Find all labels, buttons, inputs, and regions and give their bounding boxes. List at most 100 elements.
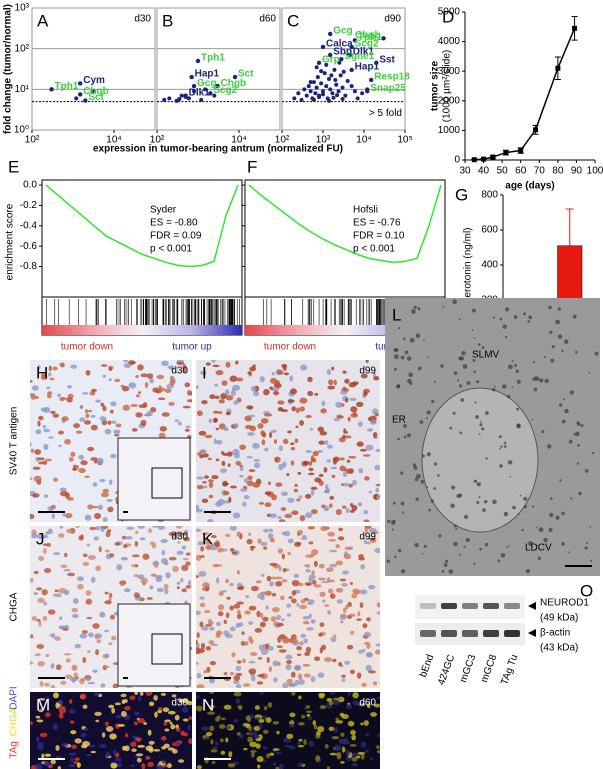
cell — [293, 488, 299, 493]
granule — [577, 444, 580, 447]
cell — [43, 443, 49, 450]
cell — [345, 749, 351, 756]
x-axis-label: expression in tumor-bearing antrum (norm… — [93, 144, 343, 155]
cell — [95, 649, 100, 656]
labeled-point — [208, 91, 213, 96]
cell — [291, 692, 296, 696]
cell — [233, 675, 241, 681]
band — [462, 603, 478, 609]
gene-label: Grp — [322, 54, 340, 65]
cell — [82, 741, 91, 747]
stats-annotation: p < 0.001 — [150, 244, 192, 255]
cell — [366, 541, 371, 545]
cell — [235, 672, 243, 677]
cell — [79, 417, 86, 422]
cell — [74, 757, 80, 761]
cell — [99, 611, 106, 618]
cell — [257, 538, 262, 544]
granule — [479, 547, 483, 551]
granule — [438, 534, 442, 538]
cell — [373, 681, 378, 686]
cell — [200, 642, 206, 650]
cell — [230, 390, 236, 396]
y-tick-label: 400 — [481, 260, 498, 271]
cell — [363, 631, 372, 638]
cell — [207, 620, 214, 626]
cell — [269, 562, 278, 567]
cell — [92, 482, 98, 487]
granule — [484, 542, 489, 547]
cell — [217, 715, 221, 720]
granule — [563, 339, 569, 344]
cell — [289, 712, 296, 718]
cell — [349, 613, 356, 617]
cell — [340, 620, 344, 624]
cell — [281, 579, 288, 583]
granule — [414, 543, 419, 548]
cell — [140, 577, 148, 584]
granule — [398, 327, 401, 330]
cell — [164, 388, 172, 393]
granule — [481, 427, 485, 431]
cell — [183, 536, 191, 542]
cell — [311, 570, 315, 576]
cell — [281, 618, 285, 622]
cell — [372, 372, 377, 377]
cell — [41, 589, 48, 596]
cell — [273, 390, 279, 396]
x-tick-label: 10³ — [316, 135, 331, 146]
granule — [561, 349, 564, 352]
cell — [259, 692, 264, 695]
threshold-label: > 5 fold — [369, 108, 402, 119]
data-point — [326, 98, 331, 103]
cell — [64, 552, 68, 558]
granule — [441, 569, 445, 573]
cell — [123, 363, 132, 368]
cell — [182, 405, 191, 409]
cell — [267, 481, 272, 486]
cell — [351, 592, 358, 599]
cell — [275, 751, 282, 755]
cell — [233, 423, 239, 428]
cell — [269, 576, 278, 580]
granule — [521, 528, 524, 532]
cell — [366, 652, 374, 658]
cell — [79, 678, 85, 685]
data-point — [302, 87, 307, 92]
cell — [243, 478, 249, 484]
cell — [329, 549, 337, 553]
cell — [365, 732, 370, 737]
cell — [67, 384, 72, 389]
band-label: β-actin — [540, 628, 570, 639]
cell — [43, 428, 51, 433]
cell — [35, 736, 40, 743]
cell — [134, 540, 139, 547]
cell — [277, 548, 284, 554]
cell — [229, 582, 234, 587]
cell — [90, 576, 96, 583]
cell — [215, 741, 219, 746]
granule — [575, 350, 578, 354]
stats-annotation: Syder — [150, 205, 177, 216]
granule — [397, 548, 402, 553]
granule — [580, 424, 584, 428]
cell — [285, 663, 292, 671]
cell — [347, 692, 351, 696]
cell — [60, 363, 65, 368]
cell — [196, 632, 200, 639]
cell — [114, 757, 122, 762]
granule — [514, 364, 517, 367]
cell — [305, 705, 311, 709]
cell — [318, 632, 323, 637]
cell — [240, 488, 248, 492]
cell — [377, 733, 380, 738]
cell — [366, 617, 371, 622]
panel-letter: H — [36, 363, 48, 382]
y-tick-label: 10² — [15, 43, 30, 54]
granule — [411, 309, 416, 314]
cell — [212, 364, 220, 368]
cell — [131, 427, 138, 432]
cell — [235, 360, 239, 365]
data-point — [352, 89, 357, 94]
cell — [124, 705, 131, 711]
